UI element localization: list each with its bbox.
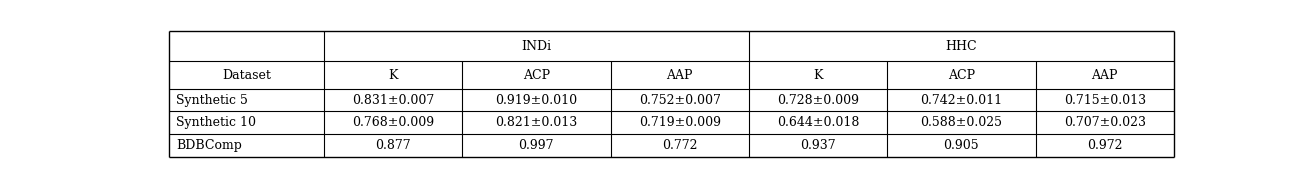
Text: INDi: INDi bbox=[521, 40, 552, 53]
Text: 0.644±0.018: 0.644±0.018 bbox=[777, 116, 859, 129]
Text: AAP: AAP bbox=[1091, 69, 1117, 81]
Text: Synthetic 5: Synthetic 5 bbox=[176, 94, 248, 107]
Text: 0.772: 0.772 bbox=[662, 139, 697, 152]
Text: 0.588±0.025: 0.588±0.025 bbox=[921, 116, 1002, 129]
Text: 0.719±0.009: 0.719±0.009 bbox=[639, 116, 720, 129]
Text: 0.937: 0.937 bbox=[800, 139, 836, 152]
Text: K: K bbox=[388, 69, 398, 81]
Text: BDBComp: BDBComp bbox=[176, 139, 242, 152]
Text: 0.997: 0.997 bbox=[519, 139, 554, 152]
Text: AAP: AAP bbox=[667, 69, 693, 81]
Text: 0.752±0.007: 0.752±0.007 bbox=[639, 94, 720, 107]
Text: 0.877: 0.877 bbox=[375, 139, 411, 152]
Text: HHC: HHC bbox=[946, 40, 977, 53]
Text: Dataset: Dataset bbox=[221, 69, 271, 81]
Text: 0.768±0.009: 0.768±0.009 bbox=[352, 116, 434, 129]
Text: 0.919±0.010: 0.919±0.010 bbox=[495, 94, 578, 107]
Text: 0.728±0.009: 0.728±0.009 bbox=[777, 94, 859, 107]
Text: 0.831±0.007: 0.831±0.007 bbox=[352, 94, 434, 107]
Text: ACP: ACP bbox=[948, 69, 975, 81]
Text: 0.821±0.013: 0.821±0.013 bbox=[495, 116, 578, 129]
Text: 0.715±0.013: 0.715±0.013 bbox=[1064, 94, 1146, 107]
Text: 0.707±0.023: 0.707±0.023 bbox=[1064, 116, 1146, 129]
Text: 0.972: 0.972 bbox=[1087, 139, 1123, 152]
Text: 0.905: 0.905 bbox=[943, 139, 979, 152]
Text: ACP: ACP bbox=[523, 69, 550, 81]
Text: Synthetic 10: Synthetic 10 bbox=[176, 116, 255, 129]
Text: K: K bbox=[814, 69, 823, 81]
Text: 0.742±0.011: 0.742±0.011 bbox=[921, 94, 1002, 107]
